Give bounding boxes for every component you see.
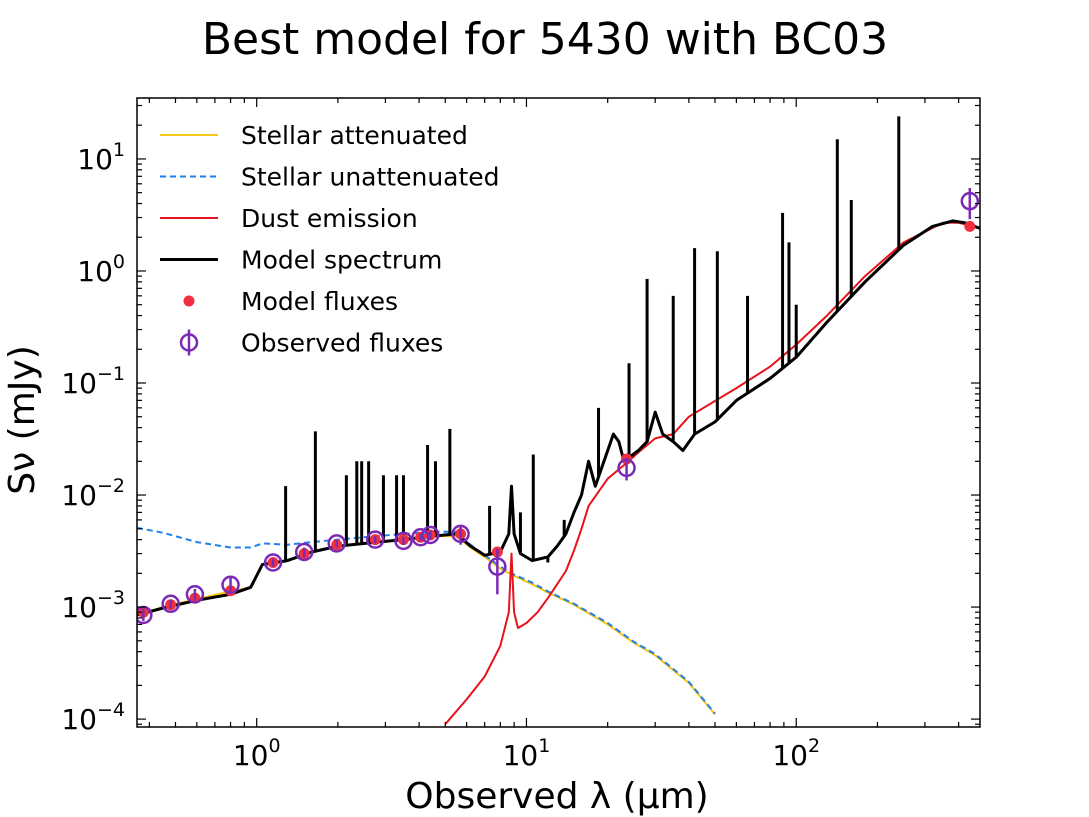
observed-flux-point — [411, 527, 430, 547]
observed-flux-point — [488, 557, 507, 576]
observed-flux-point — [365, 530, 385, 549]
chart-title: Best model for 5430 with BC03 — [202, 14, 888, 65]
legend-swatch-observed-fluxes — [179, 333, 199, 352]
x-axis-label: Observed λ (μm) — [405, 776, 708, 817]
observed-flux-point — [263, 553, 283, 572]
model-flux-point — [964, 220, 976, 232]
observed-flux-point — [451, 524, 470, 544]
tick-label: 10−2 — [61, 475, 125, 512]
legend-label: Model spectrum — [241, 246, 442, 275]
legend-label: Observed fluxes — [241, 329, 443, 358]
y-axis-label: Sν (mJy) — [2, 345, 43, 494]
tick-label: 101 — [77, 139, 125, 176]
model-spectrum-line — [137, 219, 980, 617]
stellar-attenuated-line — [137, 535, 716, 716]
tick-label: 10−3 — [61, 587, 125, 624]
tick-label: 100 — [77, 251, 125, 288]
legend: Stellar attenuated Stellar unattenuated Du… — [160, 121, 500, 358]
tick-label: 102 — [772, 735, 820, 772]
tick-label: 10−4 — [61, 699, 125, 736]
observed-flux-point — [960, 191, 980, 211]
observed-flux-point — [327, 534, 346, 553]
plot-frame — [136, 97, 981, 728]
legend-label: Model fluxes — [241, 287, 398, 316]
observed-flux-point — [294, 542, 314, 562]
stellar-unattenuated-line — [137, 526, 716, 715]
tick-label: 101 — [503, 735, 551, 772]
series-group — [137, 116, 980, 725]
tick-label: 10−1 — [61, 363, 125, 400]
observed-flux-point — [394, 531, 413, 551]
legend-label: Dust emission — [241, 204, 418, 233]
observed-flux-point — [221, 575, 240, 595]
observed-flux-point — [161, 594, 180, 614]
dust-emission-line — [444, 221, 980, 725]
legend-label: Stellar attenuated — [241, 121, 468, 150]
legend-label: Stellar unattenuated — [241, 163, 500, 192]
tick-layer: 100 101 102 10−4 10−3 10−2 10−1 100 101 — [61, 98, 980, 772]
plot-area — [136, 97, 981, 728]
tick-label: 100 — [233, 735, 281, 772]
observed-flux-point — [421, 525, 440, 545]
observed-flux-point — [185, 585, 205, 604]
legend-swatch-model-fluxes — [183, 295, 195, 307]
observed-flux-point — [617, 458, 636, 478]
